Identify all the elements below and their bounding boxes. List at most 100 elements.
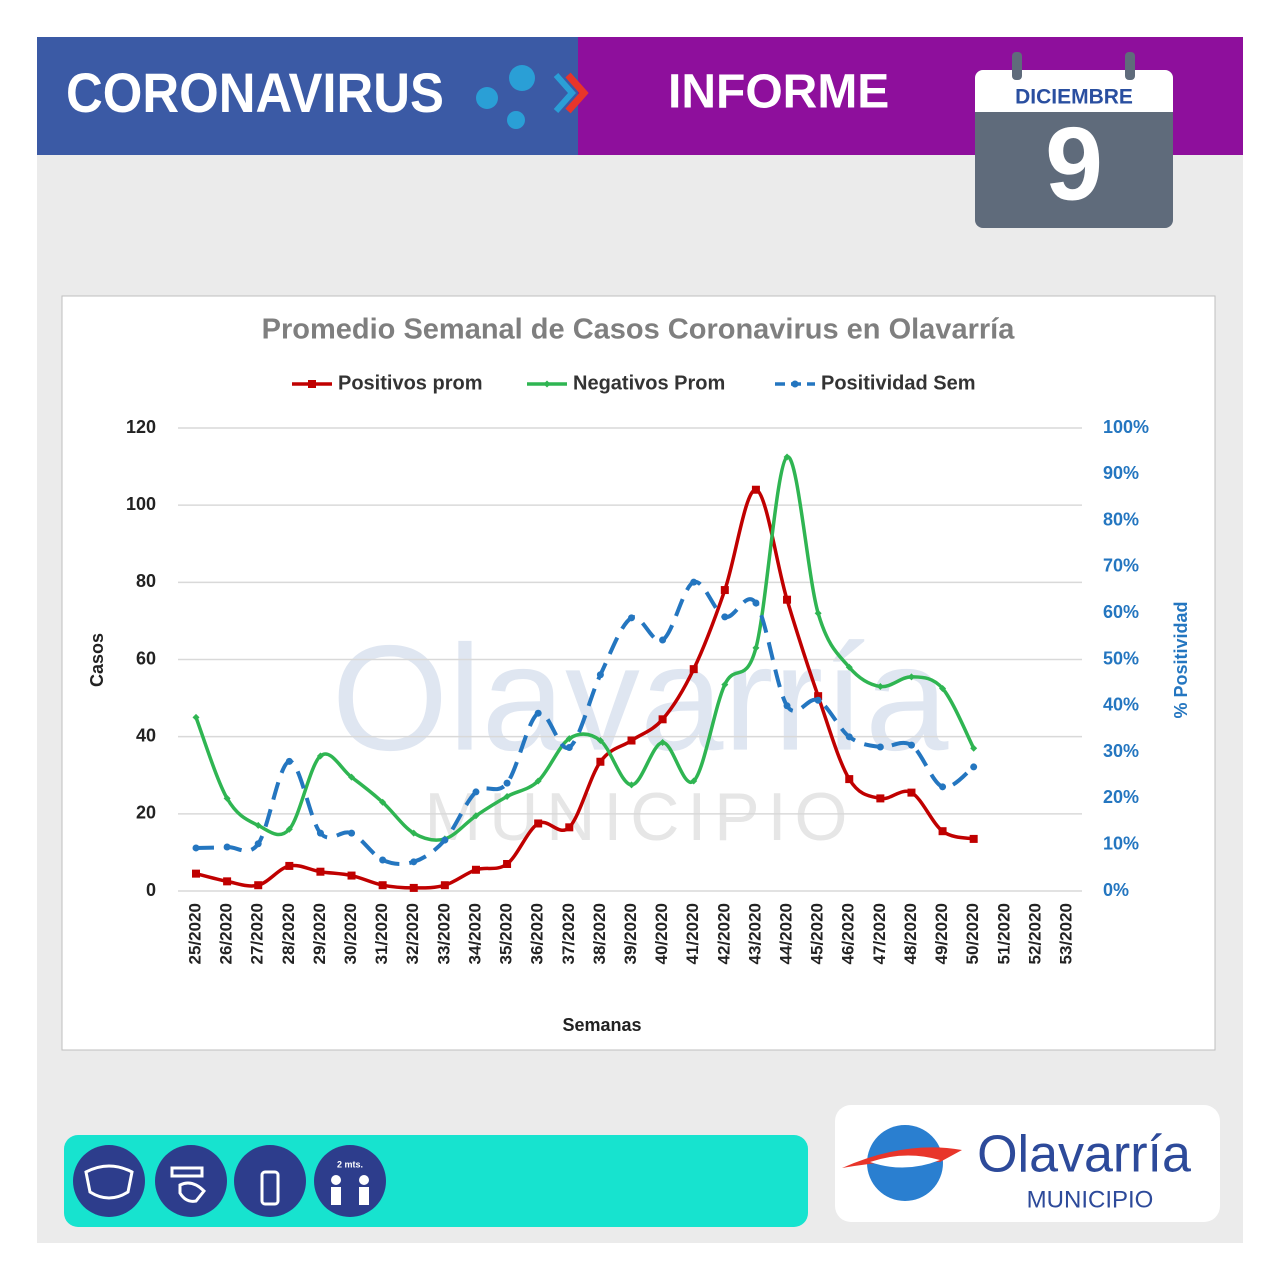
x-tick-label: 36/2020 <box>528 903 547 964</box>
x-tick-label: 25/2020 <box>185 903 204 964</box>
legend-label: Positividad Sem <box>821 372 976 394</box>
marker <box>410 829 418 837</box>
marker <box>534 709 542 717</box>
y2-tick-label: 80% <box>1103 509 1139 529</box>
x-tick-label: 47/2020 <box>870 903 889 964</box>
marker <box>565 823 574 832</box>
x-tick-label: 34/2020 <box>465 903 484 964</box>
marker <box>783 702 791 710</box>
x-tick-label: 35/2020 <box>497 903 516 964</box>
marker <box>440 881 449 890</box>
x-tick-label: 33/2020 <box>434 903 453 964</box>
marker <box>689 665 698 674</box>
marker <box>658 715 667 724</box>
marker <box>752 599 760 607</box>
legend-label: Positivos prom <box>338 372 482 394</box>
marker <box>939 783 947 791</box>
marker <box>596 757 605 766</box>
marker <box>939 684 947 692</box>
x-tick-label: 52/2020 <box>1025 903 1044 964</box>
y2-tick-label: 40% <box>1103 695 1139 715</box>
marker <box>534 777 542 785</box>
marker <box>659 636 667 644</box>
legend-marker <box>308 380 316 388</box>
marker <box>472 788 480 796</box>
marker <box>316 752 324 760</box>
y2-tick-label: 30% <box>1103 741 1139 761</box>
y2-tick-label: 60% <box>1103 602 1139 622</box>
marker <box>223 843 231 851</box>
y-tick-label: 20 <box>136 803 156 823</box>
y-tick-label: 80 <box>136 571 156 591</box>
y2-axis-label: % Positividad <box>1171 601 1191 718</box>
marker <box>192 869 200 878</box>
x-tick-label: 37/2020 <box>559 903 578 964</box>
marker <box>223 877 232 886</box>
x-tick-label: 39/2020 <box>621 903 640 964</box>
marker <box>534 819 543 828</box>
marker <box>970 744 978 752</box>
x-tick-label: 50/2020 <box>963 903 982 964</box>
x-tick-label: 30/2020 <box>341 903 360 964</box>
x-tick-label: 28/2020 <box>279 903 298 964</box>
marker <box>721 613 729 621</box>
logo-text: Olavarría <box>977 1126 1191 1184</box>
y-tick-label: 0 <box>146 880 156 900</box>
marker <box>441 836 449 844</box>
marker <box>503 792 511 800</box>
marker <box>503 779 511 787</box>
watermark-text: Olavarría <box>332 614 949 782</box>
marker <box>720 586 729 595</box>
marker <box>752 644 760 652</box>
marker <box>628 781 635 789</box>
x-tick-label: 51/2020 <box>994 903 1013 964</box>
marker <box>907 673 915 681</box>
y2-tick-label: 10% <box>1103 833 1139 853</box>
marker <box>285 825 293 833</box>
marker <box>596 671 604 679</box>
x-tick-label: 38/2020 <box>590 903 609 964</box>
x-tick-label: 27/2020 <box>248 903 267 964</box>
marker <box>876 683 884 691</box>
marker <box>938 827 947 836</box>
marker <box>845 733 853 741</box>
chart-title: Promedio Semanal de Casos Coronavirus en… <box>262 314 1016 346</box>
legend-marker <box>543 380 551 388</box>
marker <box>721 681 729 689</box>
y-axis-label: Casos <box>87 633 107 687</box>
series-line <box>194 455 976 842</box>
x-tick-label: 44/2020 <box>777 903 796 964</box>
marker <box>347 871 356 880</box>
legend-marker <box>791 380 799 388</box>
y2-tick-label: 20% <box>1103 787 1139 807</box>
marker <box>223 794 231 802</box>
marker <box>876 743 884 751</box>
marker <box>969 834 978 843</box>
watermark-sub: MUNICIPIO <box>425 779 856 855</box>
marker <box>690 578 698 586</box>
y-tick-label: 60 <box>136 648 156 668</box>
marker <box>565 735 573 743</box>
marker <box>285 757 293 765</box>
marker <box>410 858 418 866</box>
virus-icons <box>476 65 589 129</box>
header-subtitle: INFORME <box>668 66 889 119</box>
marker <box>845 775 854 784</box>
y2-tick-label: 70% <box>1103 556 1139 576</box>
icon-label: 2 mts. <box>337 1159 363 1169</box>
marker <box>814 692 823 701</box>
y-tick-label: 100 <box>126 494 156 514</box>
prevention-icons <box>73 1145 386 1217</box>
x-tick-label: 45/2020 <box>808 903 827 964</box>
marker <box>814 609 822 617</box>
marker <box>379 798 387 806</box>
marker <box>379 856 387 864</box>
logo-sub: MUNICIPIO <box>1027 1186 1154 1213</box>
marker <box>565 743 573 751</box>
calendar <box>975 52 1173 228</box>
marker <box>409 883 418 892</box>
marker <box>907 788 916 797</box>
y2-tick-label: 100% <box>1103 417 1149 437</box>
marker <box>378 881 387 890</box>
